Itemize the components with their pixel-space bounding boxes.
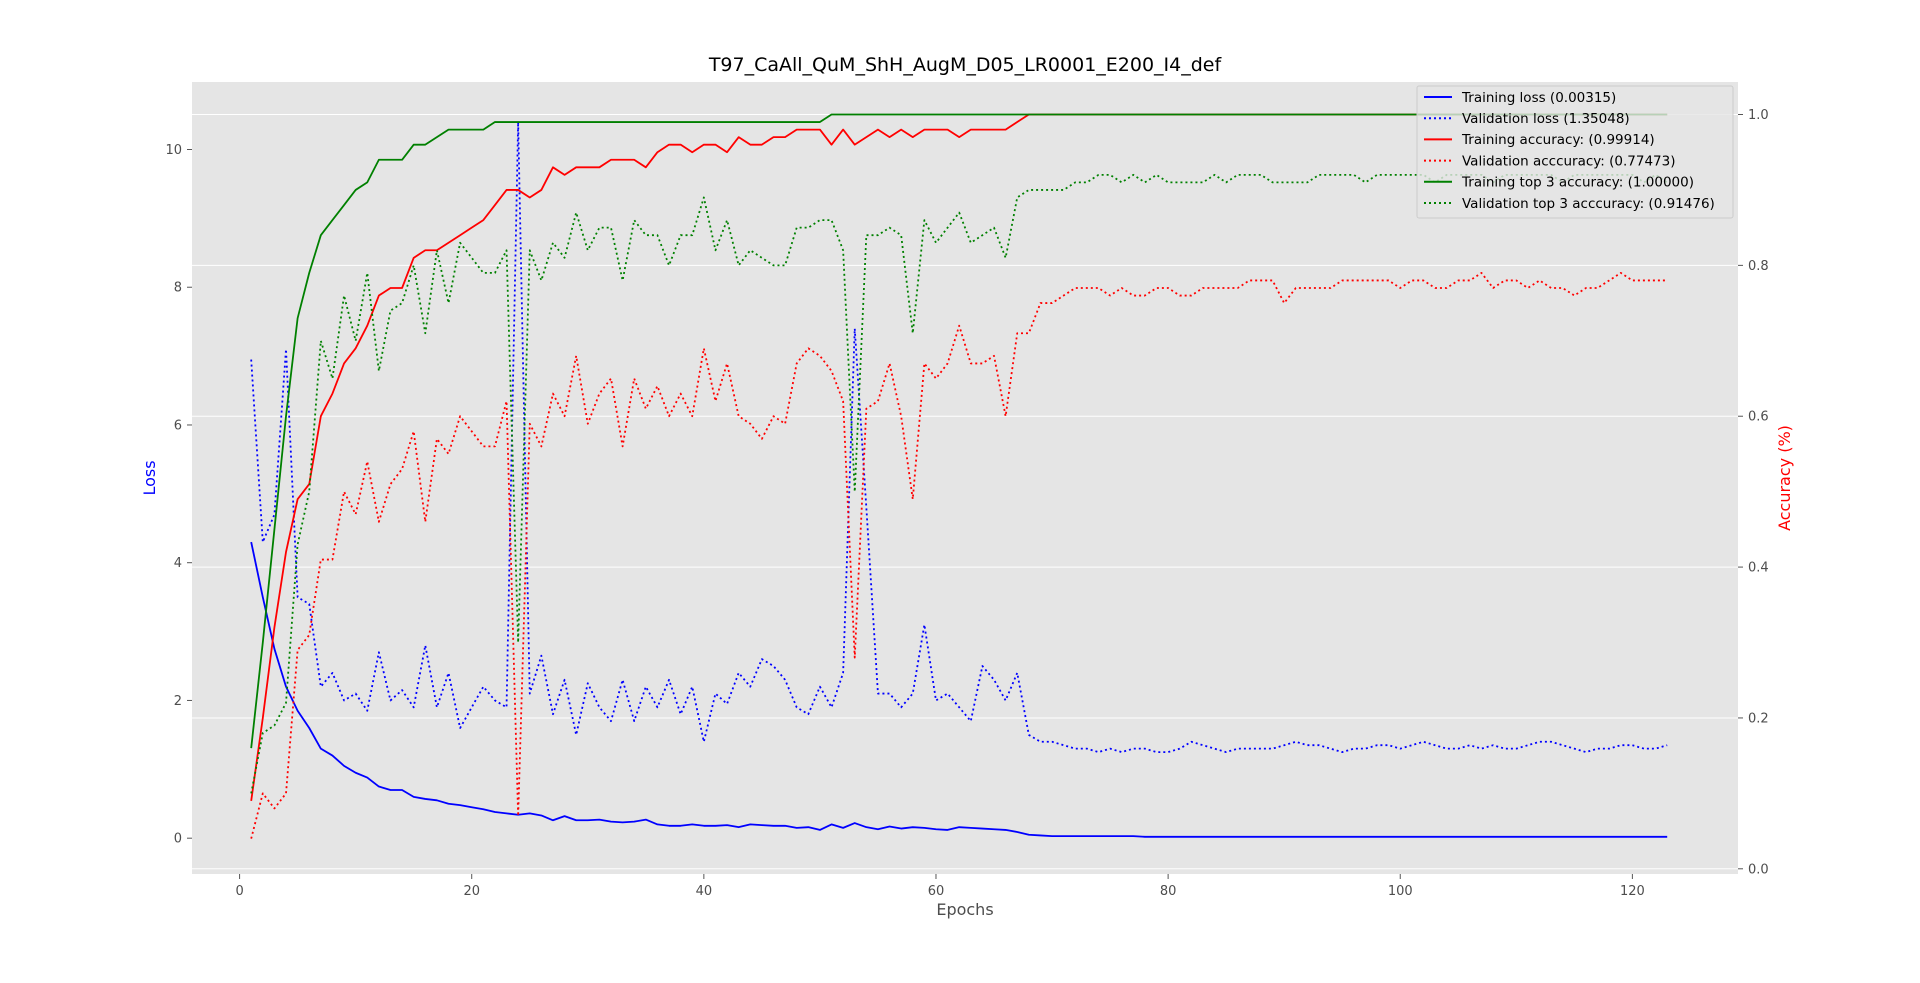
y2-tick-label: 0.0 (1748, 862, 1769, 877)
ticks-layer: 0 20 40 60 80 100 120 0 2 4 6 8 10 0.0 0.2 0.4 0.6 0.8 1.0 (165, 108, 1768, 899)
x-tick-label: 80 (1160, 884, 1177, 899)
legend-label: Validation top 3 acccuracy: (0.91476) (1462, 196, 1715, 212)
x-axis-label: Epochs (936, 900, 993, 919)
series-line-validation-loss (250, 121, 1668, 753)
y-tick-label: 0 (174, 832, 182, 847)
legend-label: Training top 3 accuracy: (1.00000) (1461, 175, 1694, 191)
y-tick-label: 2 (174, 694, 182, 709)
y-axis-label-loss: Loss (140, 460, 159, 495)
chart-title: T97_CaAll_QuM_ShH_AugM_D05_LR0001_E200_I… (708, 54, 1223, 76)
x-tick-label: 40 (696, 884, 713, 899)
y2-tick-label: 0.4 (1748, 561, 1769, 576)
x-tick-label: 60 (928, 884, 945, 899)
y-axis-label-accuracy: Accuracy (%) (1775, 425, 1794, 531)
y-tick-label: 6 (174, 418, 182, 433)
y-tick-label: 8 (174, 281, 182, 296)
series-line-validation-acccuracy (250, 272, 1668, 839)
series-line-validation-top-3-acccuracy (250, 173, 1668, 794)
legend-label: Validation loss (1.35048) (1462, 111, 1630, 127)
y-tick-label: 4 (174, 556, 182, 571)
y2-tick-label: 0.2 (1748, 711, 1769, 726)
x-tick-label: 100 (1388, 884, 1413, 899)
legend-label: Validation acccuracy: (0.77473) (1462, 153, 1676, 169)
y2-tick-label: 1.0 (1748, 108, 1769, 123)
legend-label: Training accuracy: (0.99914) (1461, 132, 1655, 148)
y2-tick-label: 0.8 (1748, 259, 1769, 274)
x-tick-label: 20 (463, 884, 480, 899)
legend: Training loss (0.00315) Validation loss (… (1416, 85, 1734, 219)
x-tick-label: 120 (1620, 884, 1645, 899)
y-tick-label: 10 (165, 143, 182, 158)
y2-tick-label: 0.6 (1748, 410, 1769, 425)
legend-label: Training loss (0.00315) (1461, 90, 1616, 106)
series-line-training-loss (250, 541, 1668, 838)
x-tick-label: 0 (235, 884, 243, 899)
legend-entries: Training loss (0.00315) Validation loss (… (1424, 90, 1715, 212)
legend-frame (1416, 85, 1734, 219)
